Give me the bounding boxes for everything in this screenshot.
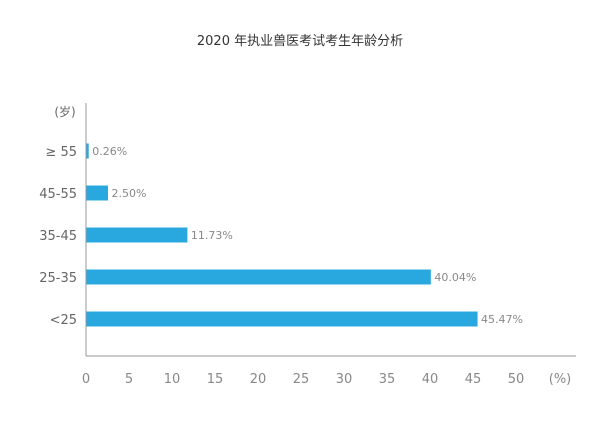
category-label: <25 xyxy=(50,313,77,328)
x-tick-label: 50 xyxy=(508,372,525,387)
x-tick-label: 45 xyxy=(465,372,482,387)
category-label: ≥ 55 xyxy=(45,145,77,160)
x-tick-label: 30 xyxy=(336,372,353,387)
bar-value-label: 2.50% xyxy=(112,187,147,200)
bar xyxy=(86,185,108,201)
category-label: 35-45 xyxy=(39,229,77,244)
bar xyxy=(86,269,431,285)
x-axis-unit-label: (%) xyxy=(549,372,572,387)
ticks-layer: 0 5 10 15 20 25 30 35 40 45 50 xyxy=(82,372,524,387)
x-tick-label: 35 xyxy=(379,372,396,387)
bar-value-label: 11.73% xyxy=(191,229,233,242)
bar-value-label: 0.26% xyxy=(92,145,127,158)
category-label: 25-35 xyxy=(39,271,77,286)
y-axis-unit-label: (岁) xyxy=(54,104,75,119)
bar xyxy=(86,311,478,327)
x-tick-label: 10 xyxy=(164,372,181,387)
chart-title: 2020 年执业兽医考试考生年龄分析 xyxy=(197,34,403,49)
x-tick-label: 15 xyxy=(207,372,224,387)
x-tick-label: 25 xyxy=(293,372,310,387)
x-tick-label: 20 xyxy=(250,372,267,387)
x-tick-label: 0 xyxy=(82,372,90,387)
bar xyxy=(86,143,89,159)
x-tick-label: 40 xyxy=(422,372,439,387)
bar xyxy=(86,227,188,243)
bar-value-label: 45.47% xyxy=(481,313,523,326)
bar-value-label: 40.04% xyxy=(434,271,476,284)
bars-layer: ≥ 55 0.26% 45-55 2.50% 35-45 11.73% 25-35 40.04… xyxy=(39,143,523,328)
x-tick-label: 5 xyxy=(125,372,133,387)
category-label: 45-55 xyxy=(39,187,77,202)
